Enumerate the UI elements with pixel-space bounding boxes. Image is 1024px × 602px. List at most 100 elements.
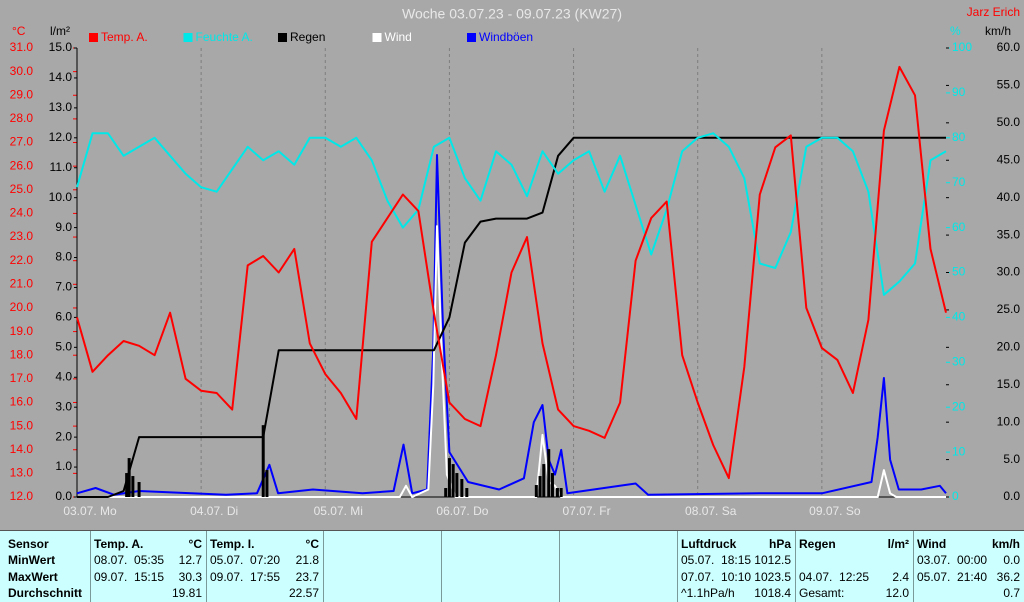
y2-tick-label: 4.0 <box>55 369 72 383</box>
y2-tick-label: 3.0 <box>55 399 72 413</box>
y2-tick-label: 9.0 <box>55 220 72 234</box>
y-tick-label: 26.0 <box>10 158 34 172</box>
rain-bar <box>542 464 546 497</box>
table-cell: 0.0 <box>1003 553 1020 567</box>
table-cell: 21.8 <box>295 553 319 567</box>
legend-swatch <box>278 33 287 42</box>
x-tick-label: 05.07. Mi <box>314 504 363 518</box>
legend-swatch <box>89 33 98 42</box>
table-cell: 03.07. 00:00 <box>917 553 988 567</box>
y3-tick-label: 50 <box>952 265 966 279</box>
rain-bar <box>538 476 542 497</box>
rain-bar <box>555 488 559 497</box>
rain-bar <box>465 488 469 497</box>
series-line <box>77 136 946 498</box>
credit: Jarz Erich <box>967 5 1020 19</box>
y4-tick-label: 15.0 <box>997 377 1021 391</box>
rain-bar <box>534 485 538 497</box>
rain-bar <box>447 458 451 497</box>
series-line <box>77 225 946 498</box>
y-tick-label: 18.0 <box>10 347 34 361</box>
y4-tick-label: 5.0 <box>1003 452 1020 466</box>
rain-bar <box>455 473 459 497</box>
series-line <box>76 65 947 480</box>
chart-title: Woche 03.07.23 - 09.07.23 (KW27) <box>402 6 622 22</box>
y2-axis-unit: l/m² <box>50 24 70 38</box>
y4-tick-label: 20.0 <box>997 340 1021 354</box>
y2-tick-label: 1.0 <box>55 459 72 473</box>
table-cell: Durchschnitt <box>8 586 83 600</box>
y4-tick-label: 10.0 <box>997 414 1021 428</box>
rain-bar <box>261 425 265 497</box>
y-tick-label: 28.0 <box>10 111 34 125</box>
y4-tick-label: 50.0 <box>997 115 1021 129</box>
rain-bar <box>547 449 551 497</box>
summary-table: Sensor MinWert MaxWert Durchschnitt Temp. A.… <box>0 530 1024 602</box>
column-separator <box>913 531 914 602</box>
x-tick-label: 09.07. So <box>809 504 861 518</box>
y3-tick-label: 20 <box>952 399 966 413</box>
table-cell: Sensor <box>8 537 49 551</box>
rain-bar <box>127 458 131 497</box>
table-cell: 05.07. 18:15 <box>681 553 752 567</box>
rain-bar <box>131 476 135 497</box>
table-cell: Regen <box>799 537 836 551</box>
y-tick-label: 12.0 <box>10 489 34 503</box>
table-cell: 09.07. 15:15 <box>94 570 165 584</box>
y4-tick-label: 30.0 <box>997 265 1021 279</box>
table-cell: 1012.5 <box>754 553 791 567</box>
table-cell: °C <box>188 537 202 551</box>
x-tick-label: 06.07. Do <box>436 504 488 518</box>
y-tick-label: 22.0 <box>10 253 34 267</box>
x-tick-label: 03.07. Mo <box>63 504 117 518</box>
y3-tick-label: 80 <box>952 130 966 144</box>
y-tick-label: 25.0 <box>10 182 34 196</box>
table-cell: 05.07. 21:40 <box>917 570 988 584</box>
y3-tick-label: 0 <box>952 489 959 503</box>
y2-tick-label: 7.0 <box>55 280 72 294</box>
rain-bar <box>265 470 269 497</box>
column-separator <box>90 531 91 602</box>
column-separator <box>795 531 796 602</box>
y2-tick-label: 12.0 <box>49 130 73 144</box>
table-cell: km/h <box>991 537 1020 551</box>
legend-label: Feuchte A. <box>196 30 253 44</box>
table-cell: 19.81 <box>171 586 202 600</box>
y-tick-label: 15.0 <box>10 418 34 432</box>
table-cell: 22.57 <box>288 586 319 600</box>
rain-bar <box>550 473 554 497</box>
y3-tick-label: 60 <box>952 220 966 234</box>
legend-swatch <box>183 33 193 42</box>
rain-bar <box>125 473 129 497</box>
table-cell: 1023.5 <box>754 570 791 584</box>
table-cell: 12.7 <box>178 553 202 567</box>
legend-swatch <box>372 33 382 42</box>
x-tick-label: 04.07. Di <box>190 504 238 518</box>
y3-tick-label: 40 <box>952 310 966 324</box>
x-tick-label: 07.07. Fr <box>563 504 611 518</box>
y3-tick-label: 70 <box>952 175 966 189</box>
y-tick-label: 14.0 <box>10 442 34 456</box>
y-tick-label: 24.0 <box>10 206 34 220</box>
table-cell: 36.2 <box>996 570 1020 584</box>
column-separator <box>206 531 207 602</box>
rain-bar <box>460 479 464 497</box>
table-cell: 08.07. 05:35 <box>94 553 165 567</box>
y4-axis-unit: km/h <box>985 24 1011 38</box>
rain-bar <box>444 488 448 497</box>
table-cell: °C <box>305 537 319 551</box>
table-cell: Luftdruck <box>681 537 737 551</box>
table-cell: 12.0 <box>885 586 909 600</box>
y4-tick-label: 60.0 <box>997 40 1021 54</box>
table-cell: 09.07. 17:55 <box>210 570 281 584</box>
y-tick-label: 27.0 <box>10 135 34 149</box>
y3-tick-label: 30 <box>952 354 966 368</box>
y3-tick-label: 100 <box>952 40 972 54</box>
y-tick-label: 17.0 <box>10 371 34 385</box>
y-tick-label: 31.0 <box>10 40 34 54</box>
y4-tick-label: 25.0 <box>997 302 1021 316</box>
table-cell: 1018.4 <box>754 586 791 600</box>
y3-tick-label: 10 <box>952 444 966 458</box>
y2-tick-label: 14.0 <box>49 70 73 84</box>
